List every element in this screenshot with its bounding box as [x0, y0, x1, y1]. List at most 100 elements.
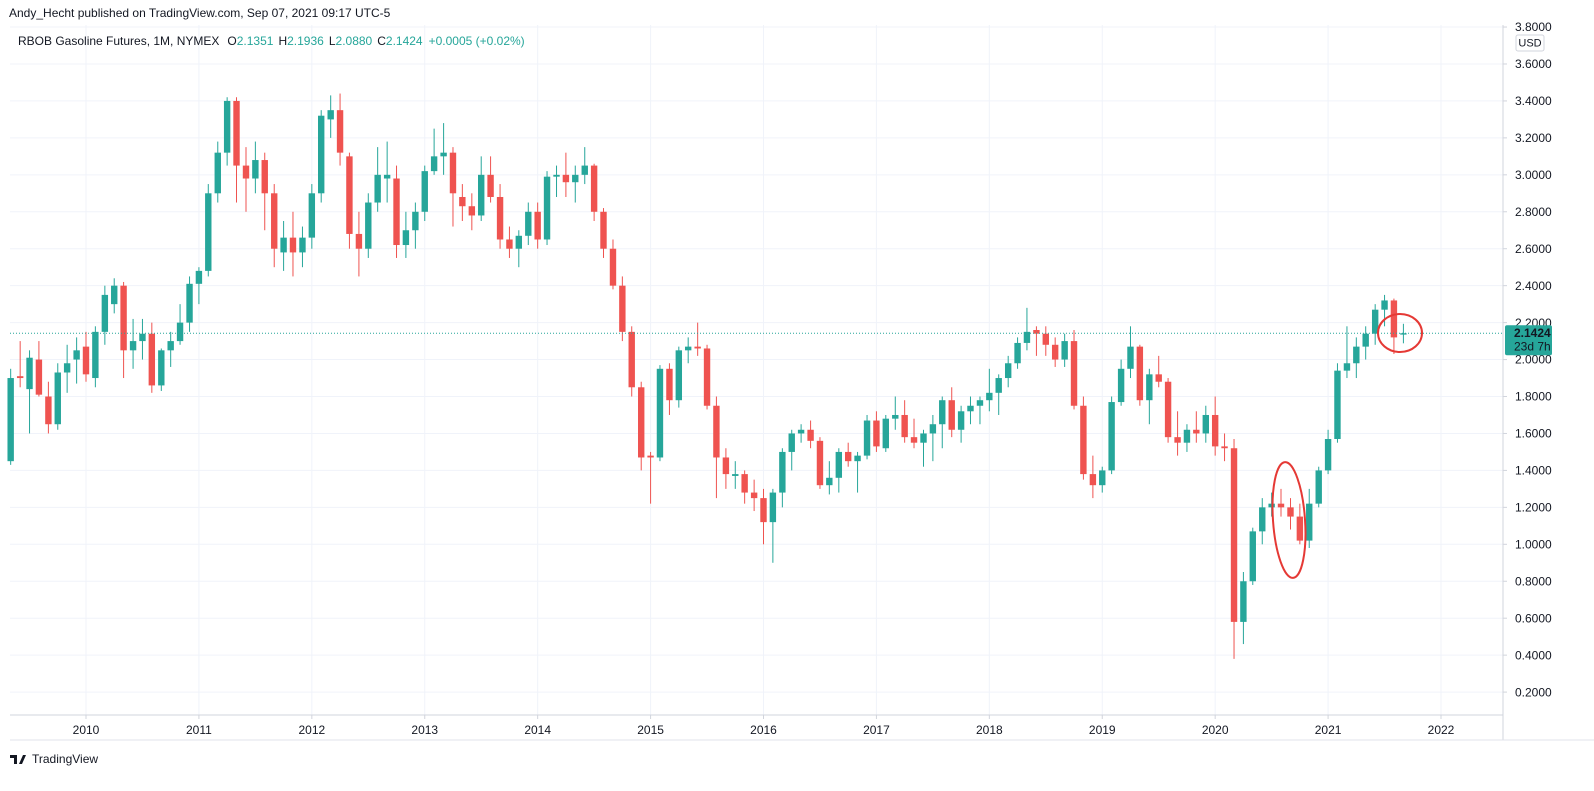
y-tick-label: 0.2000 — [1515, 685, 1552, 699]
candle-body — [1277, 503, 1285, 508]
candle-body — [854, 455, 861, 462]
x-tick-label: 2012 — [298, 723, 325, 737]
candle-body — [139, 333, 146, 342]
candle-body — [835, 451, 843, 478]
ohlc-key: L — [329, 34, 336, 48]
candles — [7, 93, 1407, 659]
candle-body — [1315, 470, 1322, 504]
candle-body — [939, 400, 946, 425]
candle-body — [619, 285, 626, 332]
x-tick-label: 2014 — [524, 723, 551, 737]
x-tick-label: 2017 — [863, 723, 890, 737]
candle-body — [1324, 439, 1332, 471]
logo-icon — [10, 755, 26, 764]
x-tick-label: 2013 — [411, 723, 438, 737]
candle-body — [1240, 581, 1247, 622]
x-tick-label: 2019 — [1089, 723, 1116, 737]
candle-body — [327, 110, 334, 120]
candle-body — [1296, 516, 1304, 541]
candle-body — [7, 378, 14, 462]
candle-body — [1400, 333, 1407, 335]
y-tick-label: 3.6000 — [1515, 57, 1552, 71]
candle-body — [986, 392, 993, 401]
candle-body — [816, 440, 824, 486]
candle-body — [120, 285, 127, 351]
candle-body — [534, 211, 541, 240]
currency-box — [1515, 34, 1545, 52]
candle-body — [684, 346, 692, 351]
candle-body — [901, 414, 908, 438]
candle-body — [16, 376, 24, 379]
candle-body — [1146, 374, 1153, 401]
candle-body — [63, 363, 71, 373]
candle-body — [1230, 448, 1238, 622]
candle-body — [600, 211, 607, 249]
candle-body — [797, 429, 805, 434]
candle-body — [214, 152, 221, 194]
candle-body — [1183, 429, 1191, 443]
candle-body — [289, 237, 297, 253]
candle-body — [393, 178, 400, 246]
candle-body — [506, 239, 513, 249]
x-tick-label: 2021 — [1315, 723, 1342, 737]
ohlc-value: 2.1424 — [386, 34, 423, 48]
candle-body — [1343, 363, 1351, 371]
candle-body — [440, 152, 447, 157]
candle-body — [167, 341, 174, 351]
x-tick-label: 2015 — [637, 723, 664, 737]
candle-body — [1371, 309, 1379, 334]
candle-body — [647, 455, 654, 458]
candle-body — [195, 270, 203, 284]
candle-body — [609, 248, 617, 286]
candle-body — [45, 396, 52, 425]
candle-body — [449, 152, 457, 194]
candle-body — [732, 474, 739, 476]
candle-body — [892, 414, 899, 419]
candle-body — [553, 174, 560, 177]
candle-body — [1155, 374, 1162, 382]
ohlc-key: C — [377, 34, 386, 48]
candle-body — [92, 331, 99, 379]
x-tick-label: 2022 — [1428, 723, 1455, 737]
change: +0.0005 (+0.02%) — [429, 34, 525, 48]
candle-body — [242, 165, 250, 179]
candle-body — [1070, 341, 1078, 406]
candle-body — [638, 387, 645, 458]
candle-body — [148, 333, 156, 386]
candle-body — [1051, 344, 1059, 360]
y-tick-label: 1.6000 — [1515, 427, 1552, 441]
candle-body — [1334, 370, 1341, 439]
candle-body — [525, 211, 532, 236]
candle-body — [26, 357, 33, 390]
candle-body — [713, 405, 720, 458]
candle-body — [1108, 402, 1115, 471]
candle-body — [750, 492, 758, 499]
candle-body — [82, 346, 90, 375]
candle-body — [1033, 330, 1040, 334]
y-tick-label: 0.6000 — [1515, 611, 1552, 625]
x-tick-label: 2010 — [73, 723, 100, 737]
candle-body — [1089, 474, 1097, 486]
candle-body — [205, 193, 212, 271]
candle-body — [1099, 470, 1106, 486]
candle-body — [35, 359, 43, 395]
axes: 0.2000 0.4000 0.6000 0.8000 1.0000 1.2000 1.40… — [10, 20, 1552, 737]
candle-body — [1042, 333, 1049, 345]
candle-body — [101, 294, 109, 332]
candle-body — [1259, 507, 1266, 532]
y-tick-label: 2.4000 — [1515, 279, 1552, 293]
candle-body — [882, 418, 889, 449]
candle-body — [54, 372, 61, 425]
x-tick-label: 2016 — [750, 723, 777, 737]
candle-body — [572, 174, 579, 183]
candle-body — [383, 174, 391, 179]
candle-body — [1211, 414, 1219, 447]
y-tick-label: 2.0000 — [1515, 353, 1552, 367]
candle-body — [788, 433, 795, 452]
candle-body — [581, 165, 588, 175]
candle-body — [223, 100, 231, 153]
candle-body — [1023, 331, 1031, 343]
candle-body — [336, 110, 344, 153]
candle-body — [1306, 503, 1313, 541]
